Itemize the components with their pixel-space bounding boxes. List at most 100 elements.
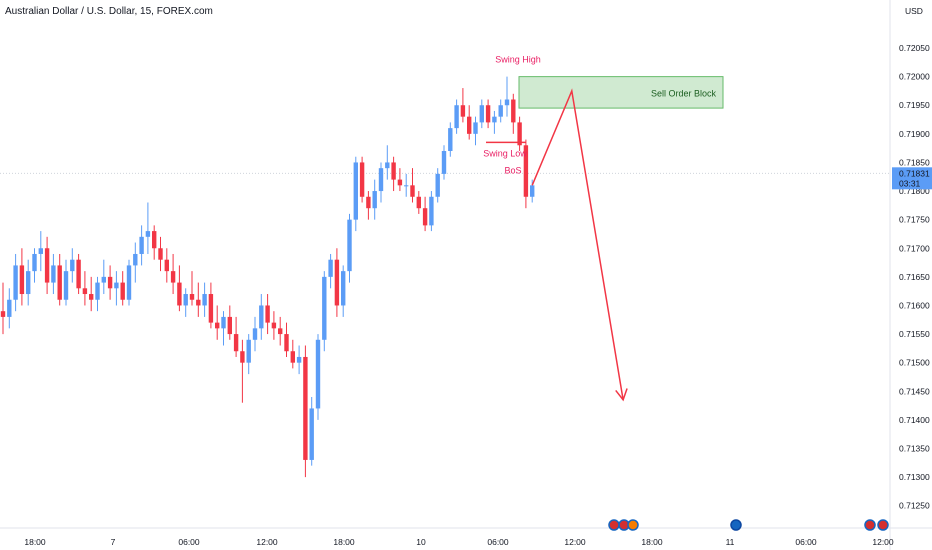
currency-label: USD bbox=[905, 6, 923, 16]
candle-body bbox=[309, 408, 314, 460]
price-tick-label: 0.72000 bbox=[899, 72, 930, 82]
candle-body bbox=[259, 305, 264, 329]
candle-body bbox=[347, 219, 352, 272]
price-tick-label: 0.71600 bbox=[899, 300, 930, 310]
candle-body bbox=[290, 351, 295, 363]
time-tick-label: 18:00 bbox=[24, 537, 46, 547]
candle-body bbox=[57, 265, 62, 300]
price-tick-label: 0.71950 bbox=[899, 100, 930, 110]
candle-body bbox=[303, 356, 308, 460]
candle-body bbox=[44, 248, 50, 283]
candle-body bbox=[152, 231, 157, 249]
sell-order-block-zone[interactable] bbox=[518, 76, 724, 109]
price-tick-label: 0.71500 bbox=[899, 358, 930, 368]
candle-body bbox=[473, 122, 478, 134]
candle-body bbox=[460, 105, 466, 117]
time-axis[interactable]: 18:00 7 06:00 12:00 18:00 10 06:00 12:00 18:00 11… bbox=[24, 537, 894, 547]
price-tick-label: 0.71750 bbox=[899, 215, 930, 225]
price-tick-label: 0.71650 bbox=[899, 272, 930, 282]
candle-body bbox=[492, 116, 497, 123]
bos-label: BoS bbox=[504, 165, 521, 175]
candle-body bbox=[448, 128, 453, 151]
candle-body bbox=[221, 316, 226, 329]
swing-low-label: Swing Low bbox=[483, 148, 527, 158]
candle-body bbox=[101, 276, 106, 283]
candle-body bbox=[208, 294, 214, 323]
candle-body bbox=[158, 248, 163, 260]
candle-body bbox=[511, 99, 516, 123]
candle-body bbox=[385, 162, 390, 169]
candle-body bbox=[334, 259, 340, 306]
candle-body bbox=[504, 99, 510, 106]
swing-high-label: Swing High bbox=[495, 55, 541, 65]
us-flag-icon[interactable] bbox=[864, 519, 876, 531]
candle-body bbox=[252, 328, 258, 340]
time-tick-label: 18:00 bbox=[333, 537, 355, 547]
projection-path[interactable] bbox=[531, 88, 624, 400]
candle-body bbox=[38, 248, 43, 254]
candle-body bbox=[82, 288, 88, 295]
candle-body bbox=[278, 328, 283, 335]
candle-body bbox=[170, 271, 176, 283]
candle-body bbox=[404, 185, 409, 187]
price-tick-label: 0.71300 bbox=[899, 472, 930, 482]
candle-body bbox=[328, 259, 333, 277]
us-flag-icon[interactable] bbox=[627, 519, 639, 531]
candle-body bbox=[89, 294, 94, 300]
us-flag-icon[interactable] bbox=[608, 519, 620, 531]
time-tick-label: 11 bbox=[726, 537, 735, 547]
candle-body bbox=[32, 253, 37, 272]
time-tick-label: 18:00 bbox=[641, 537, 663, 547]
candle-body bbox=[454, 105, 459, 129]
candle-body bbox=[7, 299, 12, 317]
candle-body bbox=[416, 196, 421, 209]
time-tick-label: 10 bbox=[416, 537, 426, 547]
candle-body bbox=[485, 105, 491, 123]
sell-order-block-label: Sell Order Block bbox=[651, 88, 717, 98]
candle-body bbox=[114, 282, 119, 289]
current-price-value: 0.71831 bbox=[899, 168, 930, 178]
candle-body bbox=[366, 196, 371, 209]
candle-body bbox=[517, 122, 522, 146]
time-tick-label: 12:00 bbox=[872, 537, 894, 547]
price-axis[interactable]: 0.720500.720000.719500.719000.718500.718… bbox=[899, 43, 930, 511]
candle-body bbox=[479, 105, 484, 123]
time-tick-label: 06:00 bbox=[795, 537, 817, 547]
candle-body bbox=[133, 253, 138, 266]
price-tick-label: 0.71250 bbox=[899, 501, 930, 511]
au-flag-icon[interactable] bbox=[730, 519, 742, 531]
candles bbox=[0, 76, 535, 478]
candle-body bbox=[391, 162, 396, 180]
time-tick-label: 06:00 bbox=[178, 537, 200, 547]
candle-body bbox=[523, 145, 529, 197]
candle-body bbox=[26, 271, 31, 295]
candle-body bbox=[441, 151, 447, 174]
candle-body bbox=[126, 265, 132, 300]
candle-body bbox=[177, 282, 182, 306]
chart-title: Australian Dollar / U.S. Dollar, 15, FOR… bbox=[5, 6, 213, 17]
candle-body bbox=[322, 276, 327, 340]
us-flag-icon[interactable] bbox=[877, 519, 889, 531]
candle-body bbox=[315, 339, 321, 409]
price-tick-label: 0.71800 bbox=[899, 186, 930, 196]
current-price-tag bbox=[892, 167, 932, 190]
time-tick-label: 12:00 bbox=[256, 537, 278, 547]
current-price-countdown: 03:31 bbox=[899, 178, 921, 188]
candle-body bbox=[233, 334, 239, 352]
candle-body bbox=[353, 162, 358, 220]
candle-body bbox=[107, 276, 113, 289]
price-tick-label: 0.71400 bbox=[899, 415, 930, 425]
candle-body bbox=[530, 185, 535, 197]
candle-body bbox=[422, 208, 428, 226]
candle-body bbox=[145, 231, 151, 237]
candle-body bbox=[240, 351, 245, 363]
candle-body bbox=[467, 116, 472, 134]
candle-body bbox=[76, 259, 81, 289]
price-tick-label: 0.71350 bbox=[899, 443, 930, 453]
candle-body bbox=[246, 339, 251, 363]
time-tick-label: 06:00 bbox=[487, 537, 509, 547]
candle-body bbox=[271, 322, 277, 329]
event-flags[interactable] bbox=[608, 519, 889, 531]
candle-body bbox=[19, 265, 25, 295]
candle-body bbox=[429, 196, 434, 226]
